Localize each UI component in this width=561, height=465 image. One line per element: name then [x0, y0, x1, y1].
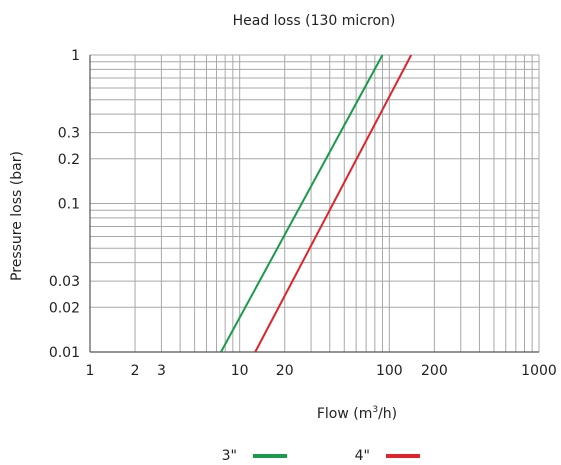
- y-tick-label: 1: [71, 48, 80, 64]
- x-tick-label: 100: [376, 363, 403, 379]
- x-tick-label: 200: [421, 363, 448, 379]
- y-tick-label: 0.1: [58, 197, 80, 213]
- x-tick-label: 10: [231, 363, 249, 379]
- y-axis-label: Pressure loss (bar): [9, 151, 25, 281]
- x-axis-label-sup: 3: [372, 405, 378, 415]
- x-tick-label: 2: [131, 363, 140, 379]
- legend-label-2: 4": [355, 448, 370, 464]
- legend-label-1: 3": [222, 448, 237, 464]
- x-axis-label-main: Flow (m: [317, 406, 373, 422]
- series-layer: [220, 54, 413, 353]
- x-tick-label: 1: [86, 363, 95, 379]
- x-axis-label-end: /h): [378, 406, 397, 422]
- series-line-1: [220, 54, 384, 353]
- y-tick-label: 0.01: [49, 345, 80, 361]
- legend-swatch-2: [386, 454, 420, 458]
- legend-swatch-1: [253, 454, 287, 458]
- x-tick-label: 1000: [521, 363, 557, 379]
- y-tick-label: 0.2: [58, 152, 80, 168]
- x-tick-label: 3: [157, 363, 166, 379]
- series-line-2: [254, 54, 413, 353]
- x-axis-label: Flow (m3/h): [317, 405, 397, 422]
- legend: 3" 4": [222, 448, 420, 464]
- x-tick-label: 20: [276, 363, 294, 379]
- y-tick-label: 0.02: [49, 300, 80, 316]
- y-tick-label: 0.03: [49, 274, 80, 290]
- chart-title: Head loss (130 micron): [233, 13, 396, 29]
- grid: [89, 54, 540, 353]
- tick-labels: 1 2 3 10 20 100 200 1000 0.01 0.02 0.03 0.1 0.2 0.3 1: [49, 48, 557, 379]
- y-tick-label: 0.3: [58, 126, 80, 142]
